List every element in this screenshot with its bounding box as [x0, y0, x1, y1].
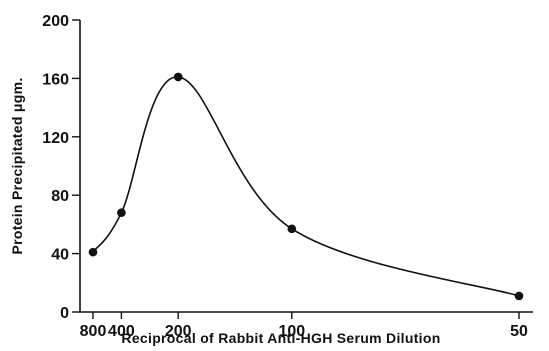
y-axis-label: Protein Precipitated μgm.: [9, 77, 25, 254]
x-tick-label: 100: [278, 323, 305, 340]
x-axis-ticks: 800 400 200 100 50: [80, 312, 528, 340]
data-point: [287, 224, 297, 234]
data-points: [88, 72, 524, 301]
data-point: [173, 72, 183, 82]
x-tick-label: 400: [108, 323, 135, 340]
y-tick-label: 160: [42, 71, 69, 88]
data-point: [88, 247, 98, 257]
y-tick-label: 120: [42, 130, 69, 147]
data-point: [117, 208, 126, 218]
y-tick-label: 80: [51, 188, 69, 205]
plot-area: 0 40 80 120 160 200 800 400 200 100 50: [42, 13, 533, 340]
y-tick-label: 200: [42, 13, 69, 30]
axes-frame: [79, 20, 533, 313]
x-axis-label: Reciprocal of Rabbit Anti-HGH Serum Dilu…: [121, 330, 440, 346]
y-tick-label: 0: [60, 305, 69, 322]
data-curve: [92, 76, 520, 297]
x-tick-label: 200: [165, 323, 192, 340]
x-tick-label: 50: [510, 323, 528, 340]
x-tick-label: 800: [80, 323, 107, 340]
data-point: [514, 291, 524, 301]
y-axis-ticks: 0 40 80 120 160 200: [42, 13, 80, 322]
y-tick-label: 40: [51, 247, 69, 264]
